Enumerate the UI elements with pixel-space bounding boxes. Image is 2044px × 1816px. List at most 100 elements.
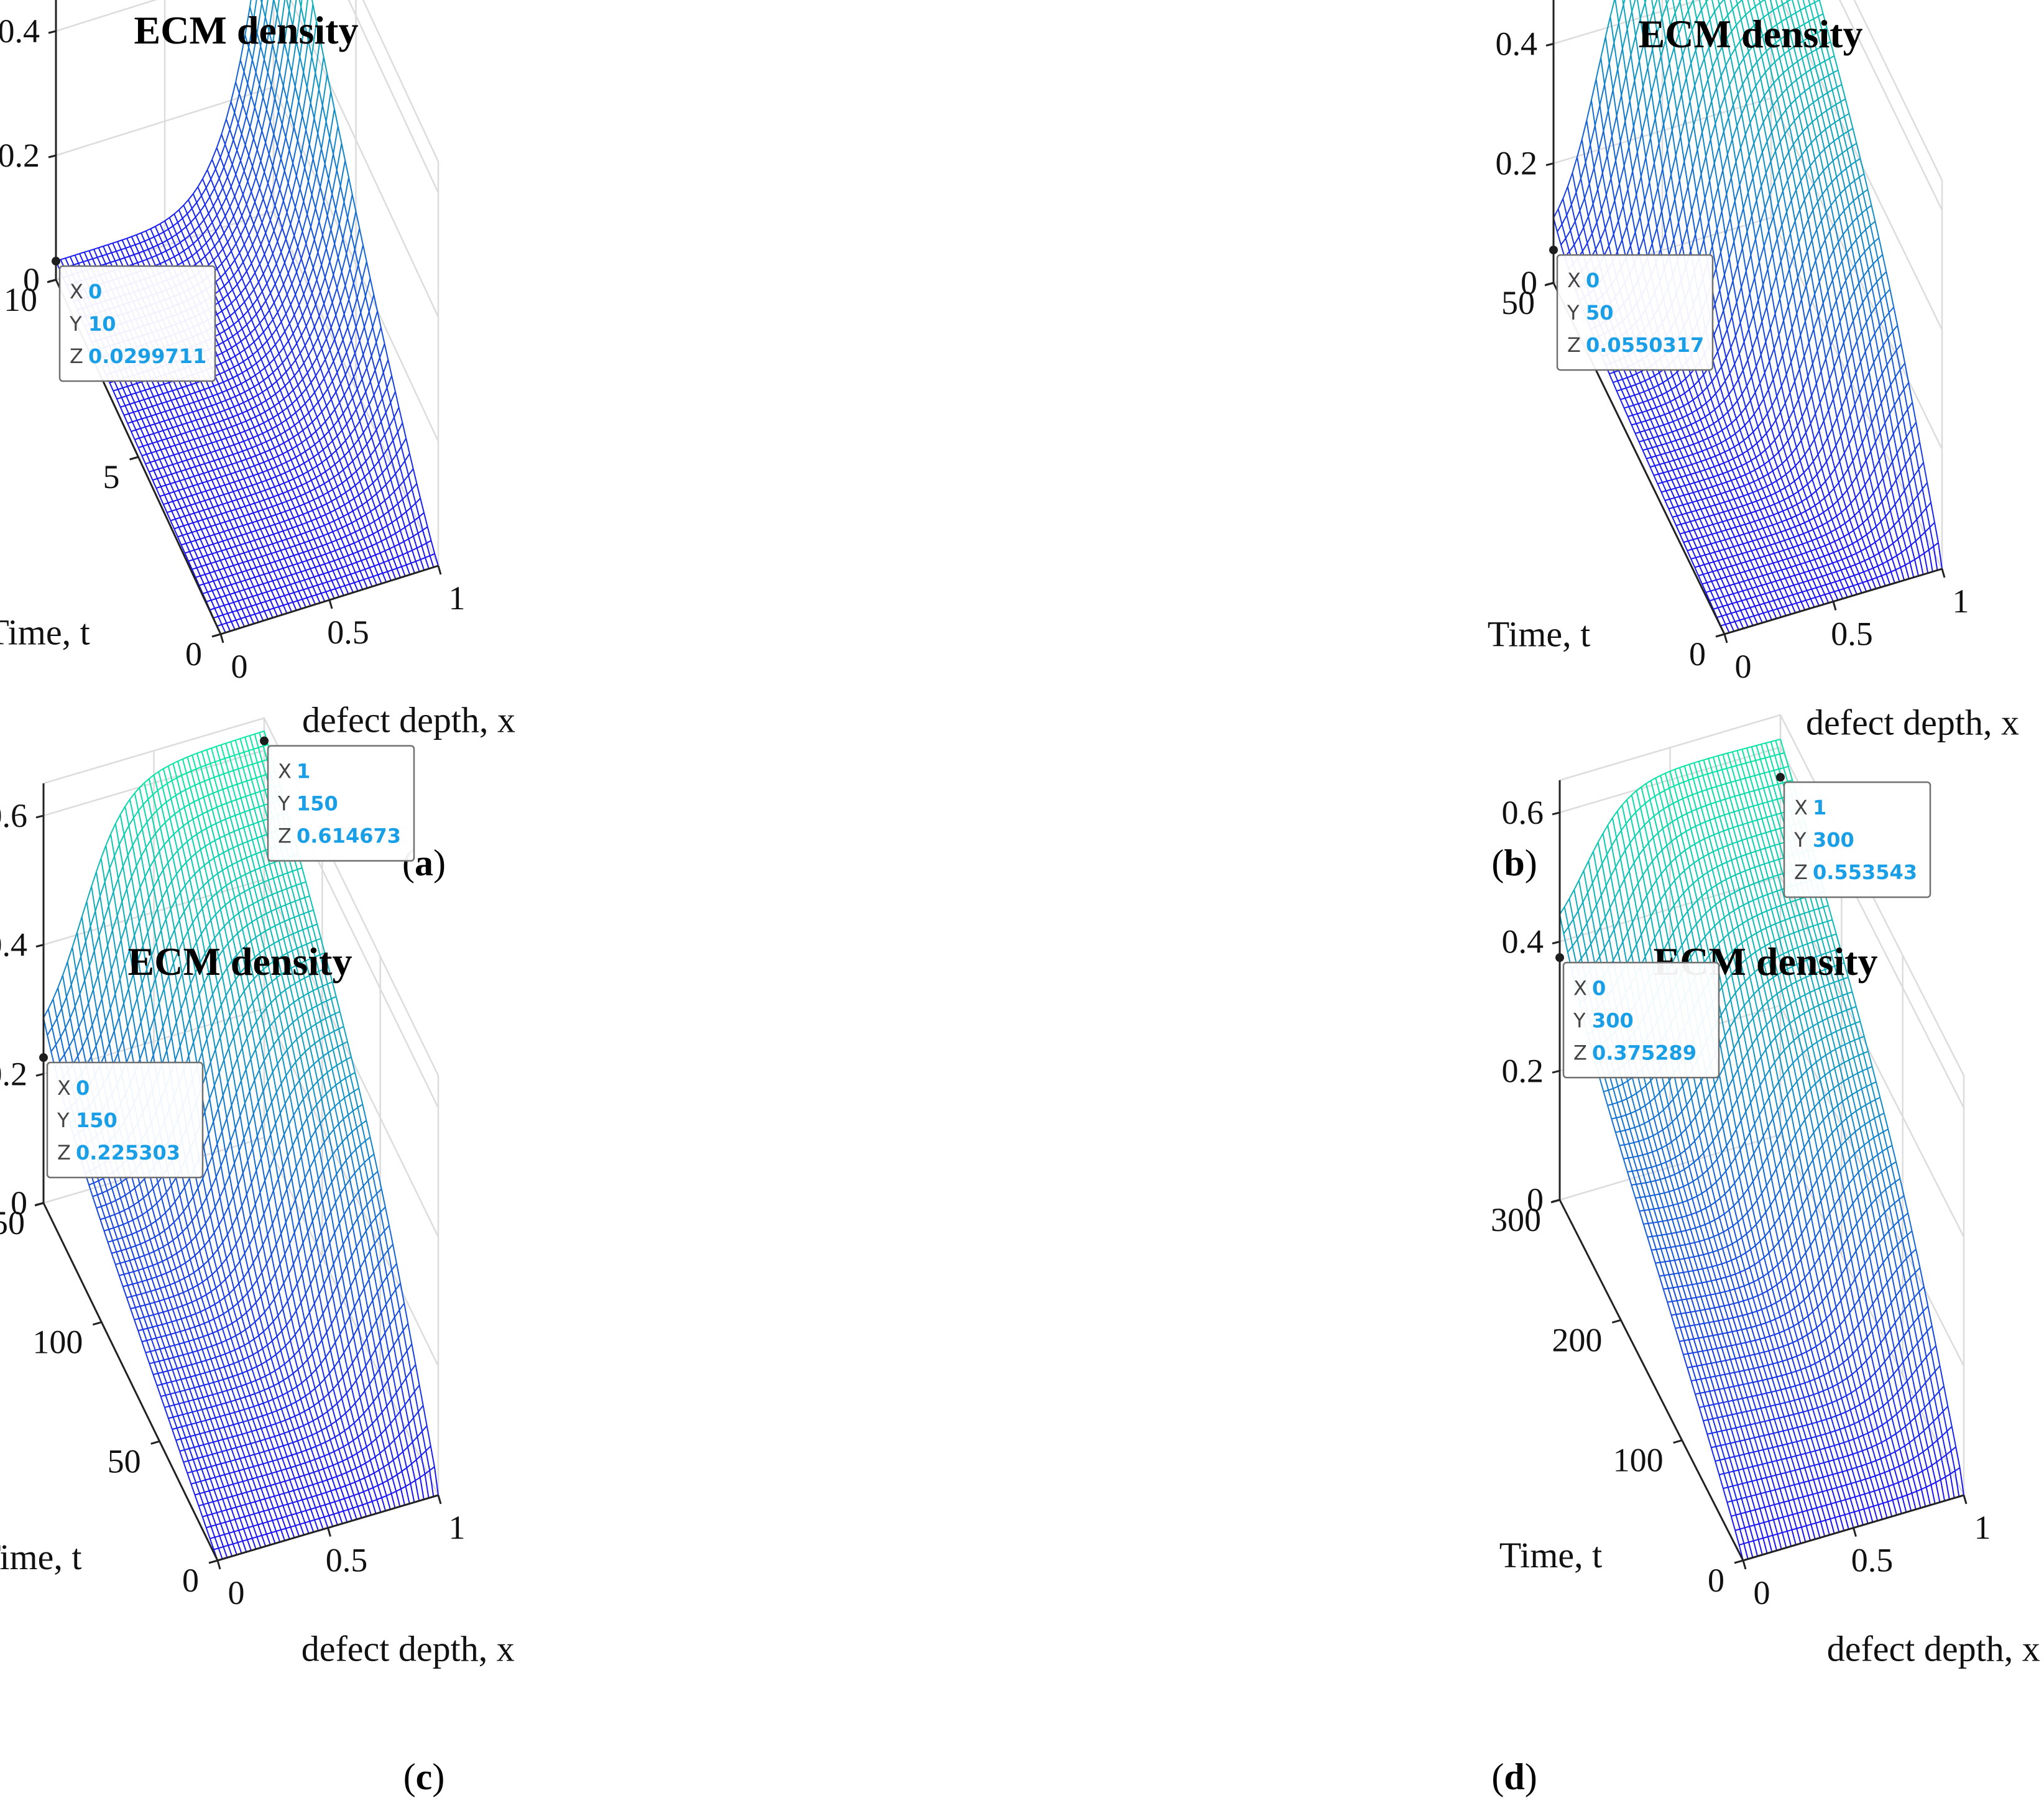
mesh-line-t (262, 388, 268, 393)
mesh-line-t (267, 165, 274, 184)
mesh-line-x (348, 299, 353, 314)
mesh-line-x (267, 507, 272, 517)
mesh-line-t (203, 471, 209, 474)
mesh-line-x (255, 254, 260, 265)
mesh-line-t (293, 369, 300, 376)
mesh-line-x (162, 504, 168, 513)
mesh-line-x (318, 440, 324, 450)
mesh-line-t (221, 119, 227, 135)
mesh-line-x (339, 185, 345, 203)
mesh-line-x (174, 408, 180, 417)
mesh-line-x (293, 127, 298, 141)
mesh-line-x (349, 489, 355, 499)
mesh-line-t (1654, 143, 1660, 164)
mesh-line-t (131, 234, 137, 237)
mesh-line-x (223, 331, 229, 340)
mesh-line-t (293, 433, 299, 438)
mesh-line-t (121, 395, 127, 399)
mesh-line-t (241, 607, 247, 610)
mesh-line-t (145, 388, 150, 391)
mesh-line-t (1712, 56, 1718, 68)
mesh-line-x (274, 561, 279, 570)
datatip-marker[interactable] (52, 257, 60, 266)
mesh-line-t (1731, 24, 1737, 32)
mesh-line-t (348, 510, 354, 515)
mesh-line-t (178, 414, 184, 417)
mesh-line-t (136, 381, 142, 384)
mesh-line-t (163, 502, 168, 505)
mesh-line-t (339, 394, 345, 403)
mesh-line-t (155, 263, 160, 267)
mesh-line-x (245, 337, 250, 347)
mesh-line-t (219, 285, 225, 291)
mesh-line-t (323, 533, 329, 537)
mesh-line-t (375, 552, 380, 556)
mesh-line-x (392, 558, 398, 569)
mesh-line-x (368, 404, 374, 418)
mesh-line-x (263, 537, 269, 546)
mesh-line-x (224, 410, 229, 419)
mesh-line-t (172, 499, 178, 502)
mesh-line-x (222, 614, 228, 624)
mesh-line-t (191, 382, 196, 385)
mesh-line-t (181, 226, 186, 231)
mesh-line-x (291, 71, 296, 87)
mesh-line-t (178, 205, 185, 211)
mesh-line-x (292, 448, 297, 458)
mesh-line-t (246, 366, 252, 371)
mesh-line-t (353, 438, 359, 446)
mesh-line-t (372, 530, 379, 535)
mesh-line-t (1676, 94, 1682, 113)
mesh-line-t (237, 262, 244, 270)
mesh-line-t (337, 482, 343, 487)
mesh-line-x (230, 436, 235, 445)
mesh-line-t (1739, 35, 1746, 42)
mesh-line-t (132, 420, 137, 423)
mesh-line-t (206, 442, 212, 445)
mesh-line-t (1740, 14, 1746, 21)
mesh-line-x (201, 195, 206, 205)
mesh-line-x (180, 230, 186, 239)
mesh-line-t (407, 489, 413, 495)
mesh-line-t (1744, 29, 1750, 36)
mesh-line-t (244, 295, 250, 303)
mesh-line-x (252, 305, 257, 315)
mesh-line-t (292, 445, 298, 449)
mesh-line-x (371, 497, 376, 509)
y-tick-mark (129, 456, 139, 461)
mesh-line-x (412, 550, 417, 562)
mesh-line-t (1581, 242, 1588, 252)
mesh-line-x (268, 609, 274, 619)
mesh-line-t (259, 172, 265, 188)
mesh-line-t (325, 512, 331, 515)
mesh-line-t (1650, 118, 1656, 139)
mesh-line-t (205, 535, 210, 538)
mesh-line-x (405, 511, 411, 525)
mesh-line-x (306, 426, 312, 436)
mesh-line-x (246, 570, 251, 579)
mesh-line-t (361, 443, 367, 451)
datatip[interactable]: X 0Y 10Z 0.0299711 (52, 257, 216, 382)
mesh-line-t (247, 408, 252, 412)
mesh-line-x (297, 433, 303, 443)
mesh-line-x (135, 392, 140, 402)
mesh-line-t (270, 436, 276, 440)
mesh-line-x (236, 462, 241, 471)
mesh-line-x (185, 469, 190, 478)
mesh-line-x (357, 551, 362, 561)
mesh-line-t (308, 499, 315, 503)
mesh-line-x (340, 383, 345, 395)
mesh-line-t (259, 461, 264, 465)
mesh-line-t (300, 345, 306, 354)
mesh-line-x (241, 535, 246, 544)
mesh-line-x (346, 253, 351, 269)
mesh-line-t (405, 507, 412, 512)
mesh-line-t (304, 0, 308, 24)
mesh-line-x (278, 353, 283, 363)
mesh-line-x (332, 531, 338, 541)
mesh-line-x (309, 336, 314, 348)
mesh-line-t (174, 406, 180, 409)
mesh-line-t (201, 453, 206, 456)
mesh-line-x (315, 557, 321, 566)
mesh-line-t (338, 413, 344, 421)
